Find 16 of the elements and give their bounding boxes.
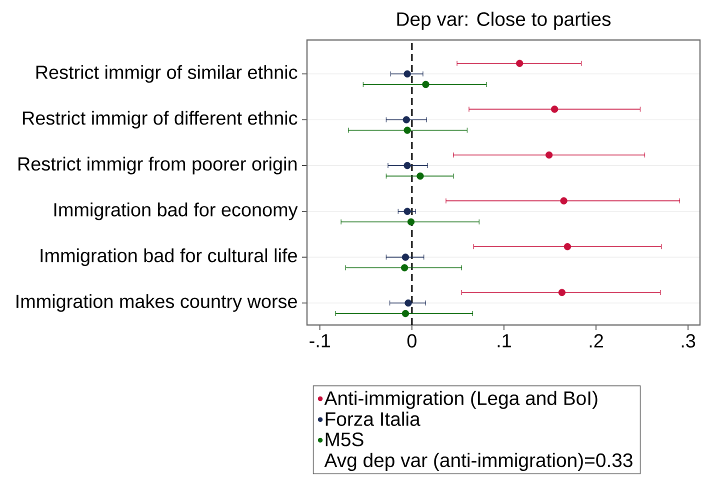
y-tick-label: Immigration makes country worse — [16, 294, 297, 312]
y-tick-label: Restrict immigr of different ethnic — [23, 110, 298, 129]
legend-label: M5S — [326, 432, 364, 446]
y-tick-label: Restrict immigr from poorer origin — [18, 156, 297, 174]
legend-label: Anti-immigration (Lega and BoI) — [324, 390, 598, 409]
text: Avg dep var (anti-immigration)=0.33 — [324, 452, 632, 471]
y-tick-label: Immigration bad for economy — [54, 202, 298, 220]
x-tick-label: -.1 — [310, 334, 330, 348]
y-tick-label: Immigration bad for cultural life — [40, 248, 297, 266]
x-tick-label: .2 — [590, 334, 603, 348]
y-tick-label: Restrict immigr of similar ethnic — [36, 65, 298, 83]
x-tick-label: 0 — [407, 334, 416, 348]
chart-title: Dep var: Close to parties — [397, 12, 611, 30]
x-tick-label: .3 — [682, 334, 696, 348]
x-tick-label: .1 — [498, 334, 511, 348]
legend-label: Forza Italia — [326, 412, 420, 426]
